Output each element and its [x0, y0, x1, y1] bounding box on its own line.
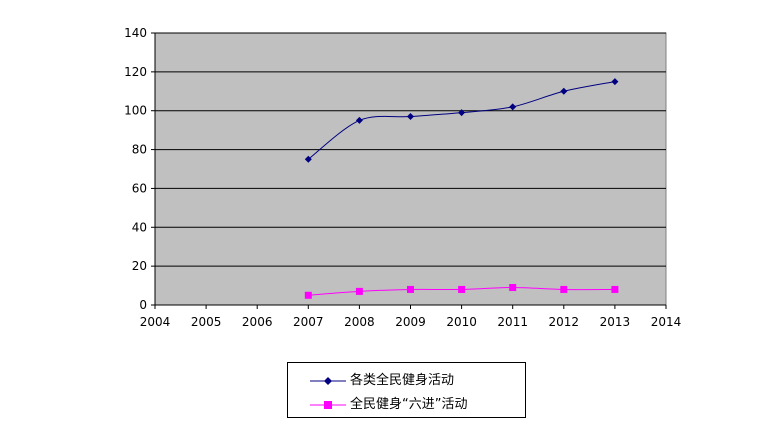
x-tick-labels: 2004 2005 2006 2007 2008 2009 2010 2011 2012 2013…: [140, 305, 682, 329]
legend-marker-diamond-icon: [310, 377, 346, 385]
series-0-point-2011: [509, 103, 517, 111]
legend-label-1: 全民健身“六进”活动: [350, 397, 468, 412]
y-tick-label-60: 60: [132, 181, 147, 195]
y-tick-label-80: 80: [132, 143, 147, 157]
legend-marker-square-icon: [310, 401, 346, 409]
series-1-point-2011: [509, 284, 517, 292]
x-tick-label-2009: 2009: [395, 315, 426, 329]
x-tick-label-2004: 2004: [140, 315, 171, 329]
plot-area: [154, 32, 667, 306]
series-0-point-2013: [611, 78, 619, 86]
series-1-point-2012: [560, 285, 568, 293]
x-tick-label-2011: 2011: [497, 315, 528, 329]
x-tick-label-2010: 2010: [446, 315, 477, 329]
y-tick-label-120: 120: [124, 65, 147, 79]
series-0-point-2012: [560, 87, 568, 95]
series-0-point-2009: [407, 113, 414, 121]
x-tick-label-2012: 2012: [549, 315, 580, 329]
series-0-point-2007: [304, 155, 312, 163]
y-tick-label-20: 20: [132, 259, 147, 273]
series-1-point-2007: [304, 291, 312, 299]
x-tick-label-2014: 2014: [651, 315, 682, 329]
y-tick-label-100: 100: [124, 104, 147, 118]
legend-item-0: 各类全民健身活动: [288, 372, 525, 390]
series-1-point-2013: [611, 285, 619, 293]
legend-item-1: 全民健身“六进”活动: [288, 396, 525, 414]
legend-label-0: 各类全民健身活动: [350, 373, 455, 388]
x-tick-label-2006: 2006: [242, 315, 273, 329]
x-tick-label-2005: 2005: [191, 315, 222, 329]
x-tick-label-2013: 2013: [600, 315, 631, 329]
y-tick-labels: 0 20 40 60 80 100 120 140: [124, 26, 155, 312]
series-1-point-2008: [355, 287, 363, 295]
x-tick-label-2007: 2007: [293, 315, 324, 329]
legend: 各类全民健身活动 全民健身“六进”活动: [287, 362, 526, 418]
x-tick-label-2008: 2008: [344, 315, 375, 329]
series-1-point-2009: [407, 285, 414, 293]
y-tick-label-40: 40: [132, 220, 147, 234]
series-0-point-2010: [458, 109, 466, 117]
series-layer: [304, 78, 619, 299]
y-tick-label-0: 0: [139, 298, 147, 312]
series-0-point-2008: [355, 116, 363, 124]
y-tick-label-140: 140: [124, 26, 147, 40]
series-1-point-2010: [458, 285, 466, 293]
